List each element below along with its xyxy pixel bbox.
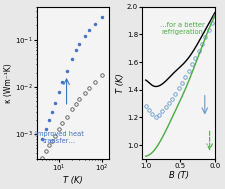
Y-axis label: κ (Wm⁻¹K): κ (Wm⁻¹K)	[4, 63, 13, 103]
Y-axis label: T (K): T (K)	[116, 73, 125, 93]
Text: Improved heat
transfer…: Improved heat transfer…	[35, 131, 84, 144]
X-axis label: T (K): T (K)	[63, 176, 83, 185]
X-axis label: B (T): B (T)	[169, 170, 189, 180]
Text: …for a better
refrigeration: …for a better refrigeration	[160, 22, 205, 35]
